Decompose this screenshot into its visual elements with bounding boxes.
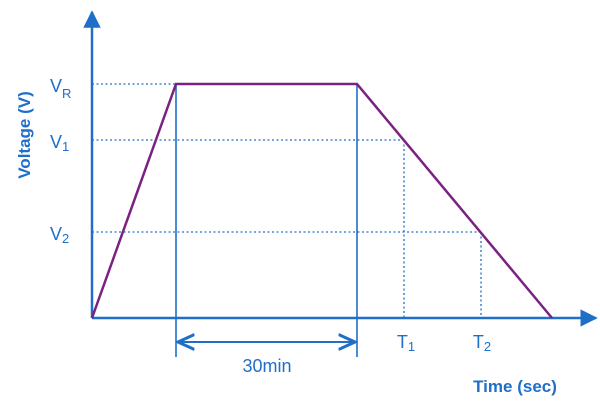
vr-label: VR (50, 76, 71, 101)
hold-duration-label: 30min (242, 356, 291, 376)
t1-label: T1 (397, 332, 415, 354)
y-axis-label: Voltage (V) (15, 91, 34, 179)
v1-label: V1 (50, 132, 69, 154)
x-axis-label: Time (sec) (473, 377, 557, 396)
v2-label: V2 (50, 224, 69, 246)
t2-label: T2 (473, 332, 491, 354)
voltage-profile-line (90, 82, 553, 319)
